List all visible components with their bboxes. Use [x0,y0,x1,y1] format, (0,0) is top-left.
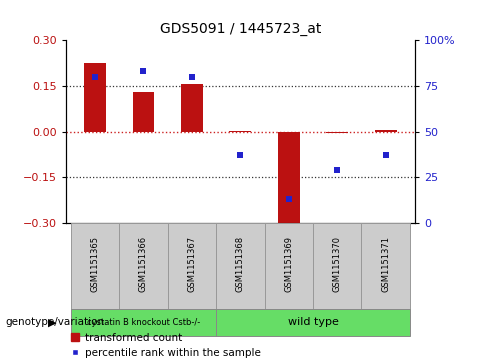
Text: GSM1151370: GSM1151370 [333,236,342,292]
Bar [181,84,203,132]
Text: wild type: wild type [287,317,339,327]
Bar [119,223,168,309]
Bar [375,130,397,132]
Bar [229,131,251,132]
Bar [216,309,410,336]
Text: GSM1151366: GSM1151366 [139,236,148,292]
Text: GSM1151365: GSM1151365 [90,236,100,292]
Point [140,68,147,74]
Bar [71,223,119,309]
Point [285,196,293,202]
Bar [313,223,362,309]
Text: cystatin B knockout Cstb-/-: cystatin B knockout Cstb-/- [87,318,200,327]
Legend: transformed count, percentile rank within the sample: transformed count, percentile rank withi… [71,333,261,358]
Bar [362,223,410,309]
Point [333,167,341,173]
Text: GSM1151371: GSM1151371 [381,236,390,292]
Bar [264,223,313,309]
Text: GSM1151367: GSM1151367 [187,236,196,292]
Point [188,74,196,79]
Text: ▶: ▶ [48,317,56,327]
Bar [168,223,216,309]
Point [91,74,99,79]
Text: GSM1151368: GSM1151368 [236,236,245,292]
Point [237,152,244,158]
Bar [326,132,348,133]
Point [382,152,389,158]
Bar [216,223,264,309]
Bar [84,63,106,132]
Bar [71,309,216,336]
Bar [278,132,300,225]
Text: genotype/variation: genotype/variation [5,317,104,327]
Title: GDS5091 / 1445723_at: GDS5091 / 1445723_at [160,22,321,36]
Bar [133,92,154,132]
Text: GSM1151369: GSM1151369 [285,236,293,292]
